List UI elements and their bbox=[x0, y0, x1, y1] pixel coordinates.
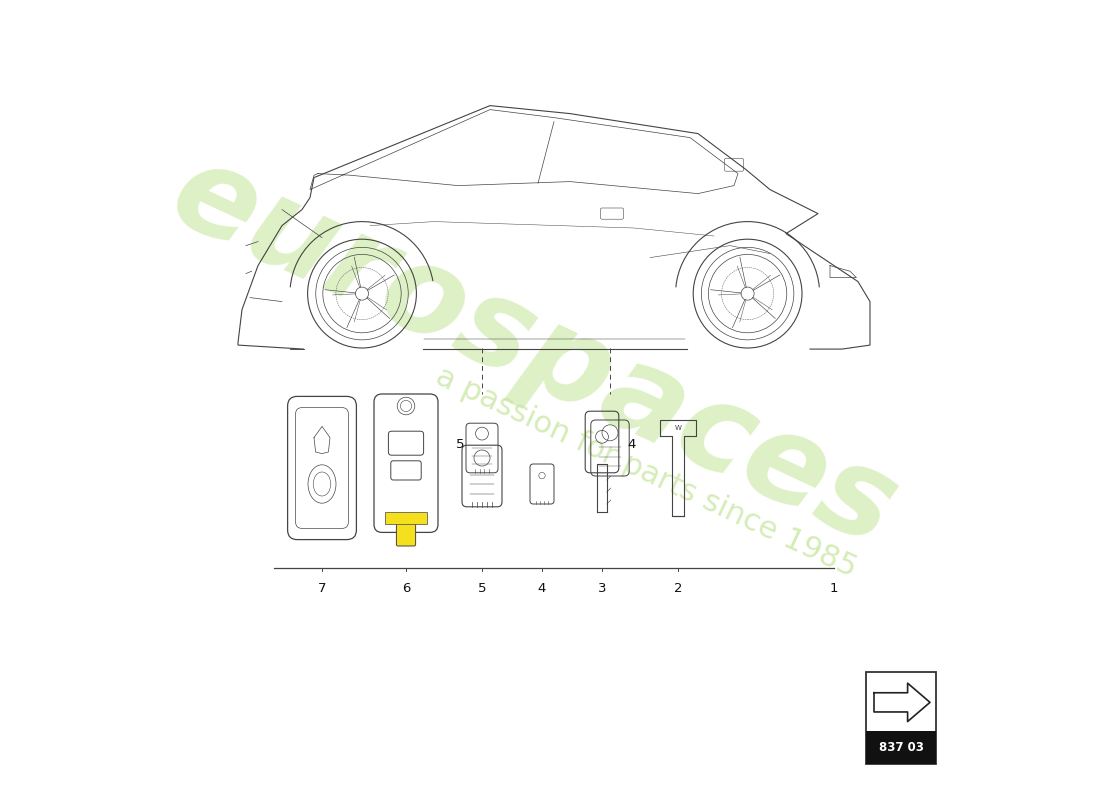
Text: 6: 6 bbox=[402, 582, 410, 595]
Bar bbox=[866, 672, 936, 764]
Text: 5: 5 bbox=[477, 582, 486, 595]
Text: 837 03: 837 03 bbox=[879, 741, 924, 754]
Text: 2: 2 bbox=[673, 582, 682, 595]
Text: 3: 3 bbox=[597, 582, 606, 595]
Text: a passion for parts since 1985: a passion for parts since 1985 bbox=[431, 362, 861, 582]
Bar bbox=[866, 731, 936, 764]
Text: 4: 4 bbox=[628, 438, 636, 450]
Text: 7: 7 bbox=[318, 582, 327, 595]
Text: 1: 1 bbox=[829, 582, 838, 595]
Text: W: W bbox=[674, 425, 681, 431]
Text: eurospaces: eurospaces bbox=[154, 133, 914, 571]
Bar bbox=[385, 512, 427, 525]
Text: 4: 4 bbox=[538, 582, 547, 595]
FancyBboxPatch shape bbox=[396, 520, 416, 546]
Text: 5: 5 bbox=[455, 438, 464, 450]
